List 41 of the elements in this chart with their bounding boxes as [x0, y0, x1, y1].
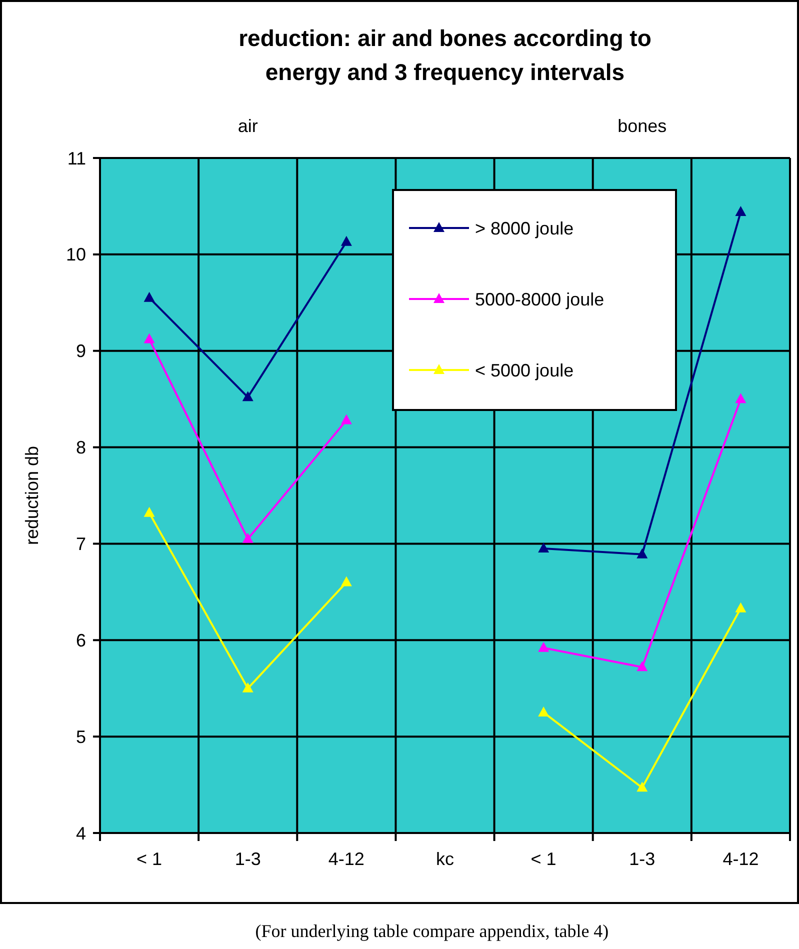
- point: [735, 393, 746, 404]
- legend-label: > 8000 joule: [475, 218, 574, 238]
- x-tick-label: kc: [436, 849, 454, 869]
- point: [242, 532, 254, 543]
- point: [636, 548, 648, 558]
- x-tick-label: < 1: [136, 849, 162, 869]
- point: [538, 706, 550, 716]
- point: [144, 292, 155, 302]
- x-tick-label: 4-12: [328, 849, 364, 869]
- point: [636, 782, 648, 792]
- x-tick-label: 1-3: [234, 849, 261, 869]
- y-tick-label: 8: [76, 438, 86, 458]
- chart-title: reduction: air and bones according to energy and 3 frequency intervals: [238, 25, 652, 85]
- text: (For underlying table compare appendix, table 4): [255, 921, 609, 941]
- legend-label: < 5000 joule: [475, 360, 574, 380]
- y-tick-label: 10: [66, 244, 86, 265]
- text: bones: [618, 116, 667, 136]
- x-tick-label: 1-3: [629, 849, 656, 869]
- point: [340, 414, 352, 424]
- point: [340, 576, 352, 586]
- point: [735, 206, 746, 216]
- y-tick-label: 6: [76, 630, 86, 650]
- point: [242, 391, 254, 402]
- point: [538, 542, 550, 553]
- y-tick-label: 4: [76, 823, 86, 844]
- point: [735, 602, 746, 612]
- y-tick-label: 7: [76, 534, 86, 554]
- point: [538, 642, 550, 652]
- x-tick-label: 4-12: [722, 849, 759, 869]
- point: [340, 236, 352, 246]
- y-tick-label: 9: [76, 341, 86, 362]
- point: [636, 661, 648, 672]
- text: air: [238, 116, 258, 136]
- point: [144, 506, 155, 517]
- legend-label: 5000-8000 joule: [475, 289, 604, 310]
- point: [242, 682, 254, 692]
- point: [144, 333, 155, 344]
- y-tick-label: 5: [76, 726, 86, 747]
- y-tick-label: 11: [67, 148, 86, 168]
- x-tick-label: < 1: [530, 849, 556, 869]
- y-axis-title: reduction db: [22, 446, 42, 546]
